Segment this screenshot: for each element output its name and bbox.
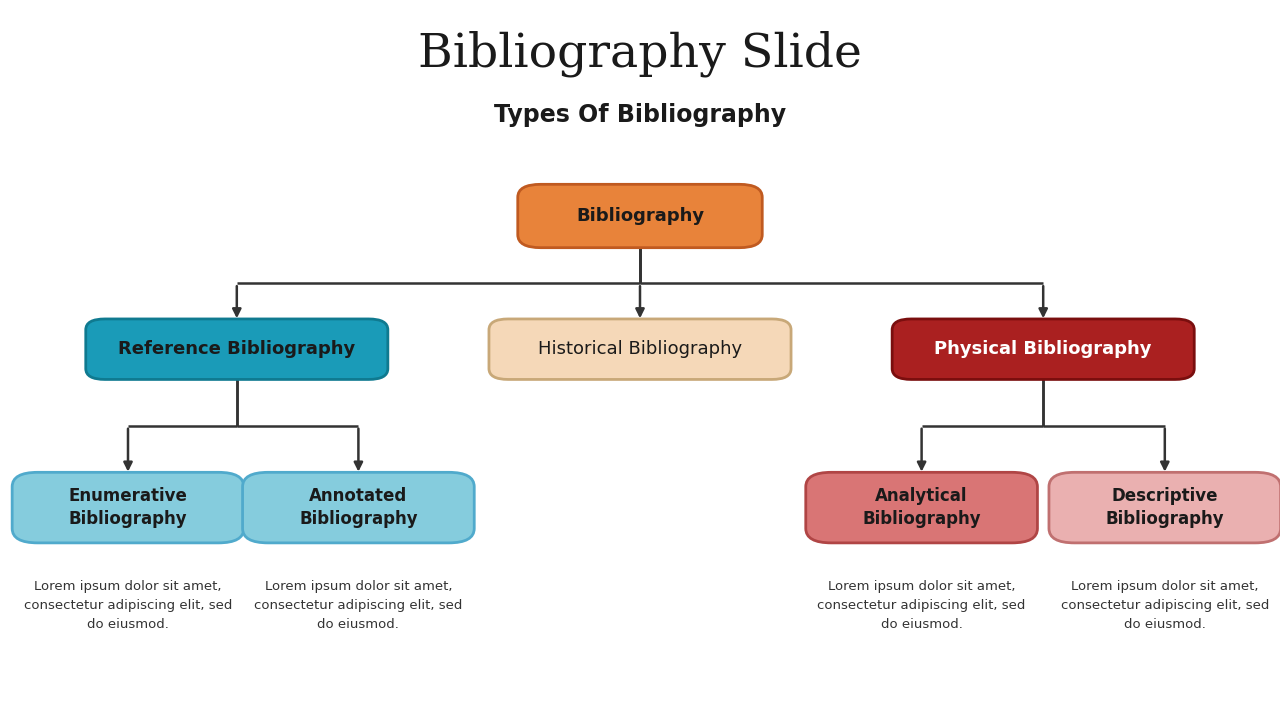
FancyBboxPatch shape xyxy=(13,472,243,543)
Text: Lorem ipsum dolor sit amet,
consectetur adipiscing elit, sed
do eiusmod.: Lorem ipsum dolor sit amet, consectetur … xyxy=(1061,580,1268,631)
FancyBboxPatch shape xyxy=(86,319,388,379)
Text: Enumerative
Bibliography: Enumerative Bibliography xyxy=(69,487,187,528)
Text: Lorem ipsum dolor sit amet,
consectetur adipiscing elit, sed
do eiusmod.: Lorem ipsum dolor sit amet, consectetur … xyxy=(255,580,462,631)
Text: Descriptive
Bibliography: Descriptive Bibliography xyxy=(1106,487,1224,528)
Text: Lorem ipsum dolor sit amet,
consectetur adipiscing elit, sed
do eiusmod.: Lorem ipsum dolor sit amet, consectetur … xyxy=(818,580,1025,631)
Text: Lorem ipsum dolor sit amet,
consectetur adipiscing elit, sed
do eiusmod.: Lorem ipsum dolor sit amet, consectetur … xyxy=(24,580,232,631)
FancyBboxPatch shape xyxy=(517,184,762,248)
FancyBboxPatch shape xyxy=(806,472,1038,543)
FancyBboxPatch shape xyxy=(1050,472,1280,543)
Text: Historical Bibliography: Historical Bibliography xyxy=(538,340,742,358)
Text: Annotated
Bibliography: Annotated Bibliography xyxy=(300,487,417,528)
Text: Reference Bibliography: Reference Bibliography xyxy=(118,340,356,358)
Text: Physical Bibliography: Physical Bibliography xyxy=(934,340,1152,358)
Text: Analytical
Bibliography: Analytical Bibliography xyxy=(863,487,980,528)
Text: Bibliography Slide: Bibliography Slide xyxy=(419,31,861,77)
Text: Types Of Bibliography: Types Of Bibliography xyxy=(494,103,786,127)
FancyBboxPatch shape xyxy=(243,472,475,543)
FancyBboxPatch shape xyxy=(892,319,1194,379)
FancyBboxPatch shape xyxy=(489,319,791,379)
Text: Bibliography: Bibliography xyxy=(576,207,704,225)
